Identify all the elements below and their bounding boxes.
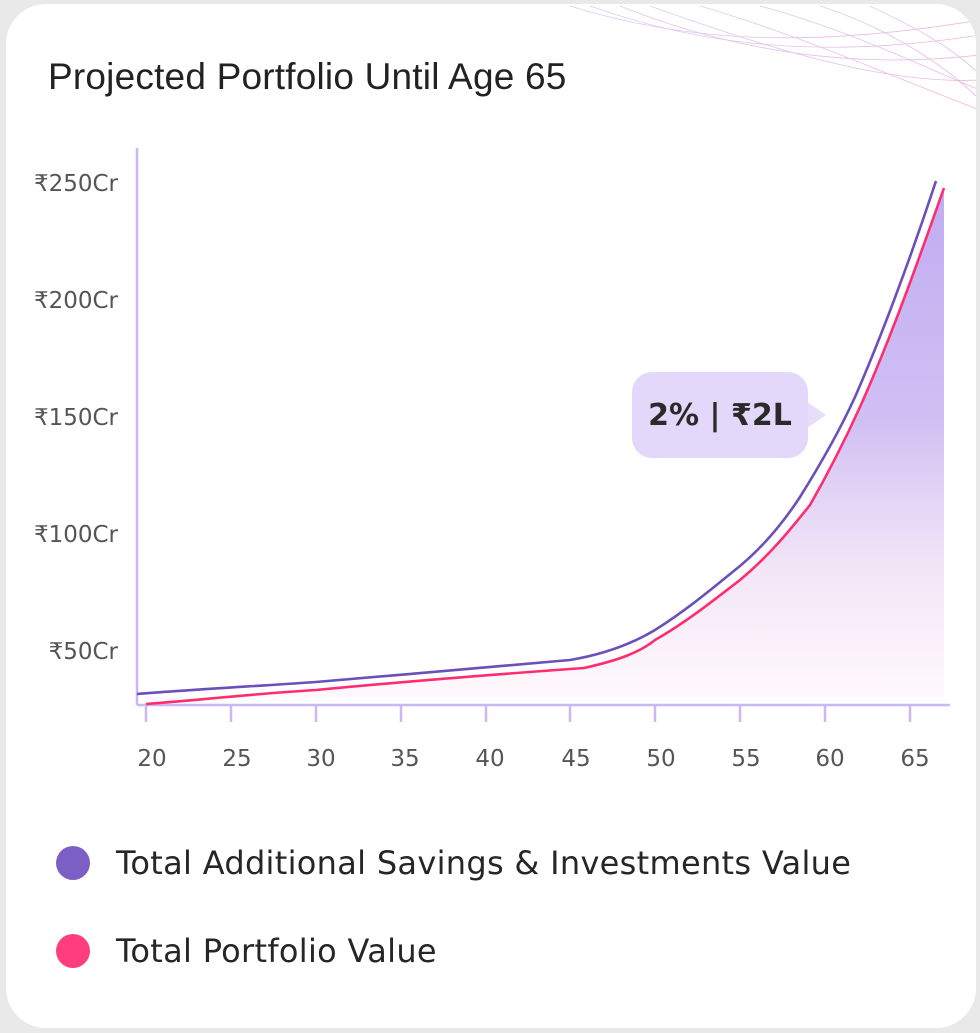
- x-axis-ticks: [144, 705, 912, 722]
- line-chart: ₹250Cr ₹200Cr ₹150Cr ₹100Cr ₹50Cr 20 25 …: [34, 5, 976, 772]
- series-line-portfolio: [145, 187, 946, 706]
- legend-label: Total Additional Savings & Investments V…: [116, 844, 852, 882]
- y-tick-100: ₹100Cr: [34, 522, 119, 548]
- chart-card: Projected Portfolio Until Age 65: [6, 4, 976, 1028]
- legend-dot-icon: [56, 934, 90, 968]
- x-tick-30: 30: [306, 746, 335, 772]
- x-tick-35: 35: [390, 746, 419, 772]
- x-tick-65: 65: [900, 746, 929, 772]
- chart-legend: Total Additional Savings & Investments V…: [56, 834, 851, 1010]
- chart-tooltip: 2% | ₹2L: [632, 372, 808, 458]
- legend-dot-icon: [56, 846, 90, 880]
- x-tick-25: 25: [222, 746, 251, 772]
- legend-label: Total Portfolio Value: [116, 932, 437, 970]
- chart-title: Projected Portfolio Until Age 65: [48, 56, 567, 97]
- series-line-savings: [136, 180, 938, 696]
- x-tick-50: 50: [646, 746, 675, 772]
- legend-item-savings[interactable]: Total Additional Savings & Investments V…: [56, 834, 851, 892]
- legend-item-portfolio[interactable]: Total Portfolio Value: [56, 922, 851, 980]
- x-tick-55: 55: [731, 746, 760, 772]
- x-tick-45: 45: [561, 746, 590, 772]
- y-tick-250: ₹250Cr: [34, 171, 119, 197]
- portfolio-area: [146, 188, 944, 704]
- x-tick-40: 40: [475, 746, 504, 772]
- decorative-waves: [569, 5, 976, 109]
- y-tick-150: ₹150Cr: [34, 405, 119, 431]
- y-tick-200: ₹200Cr: [34, 288, 119, 314]
- x-tick-20: 20: [137, 746, 166, 772]
- x-tick-60: 60: [815, 746, 844, 772]
- y-tick-50: ₹50Cr: [49, 639, 119, 665]
